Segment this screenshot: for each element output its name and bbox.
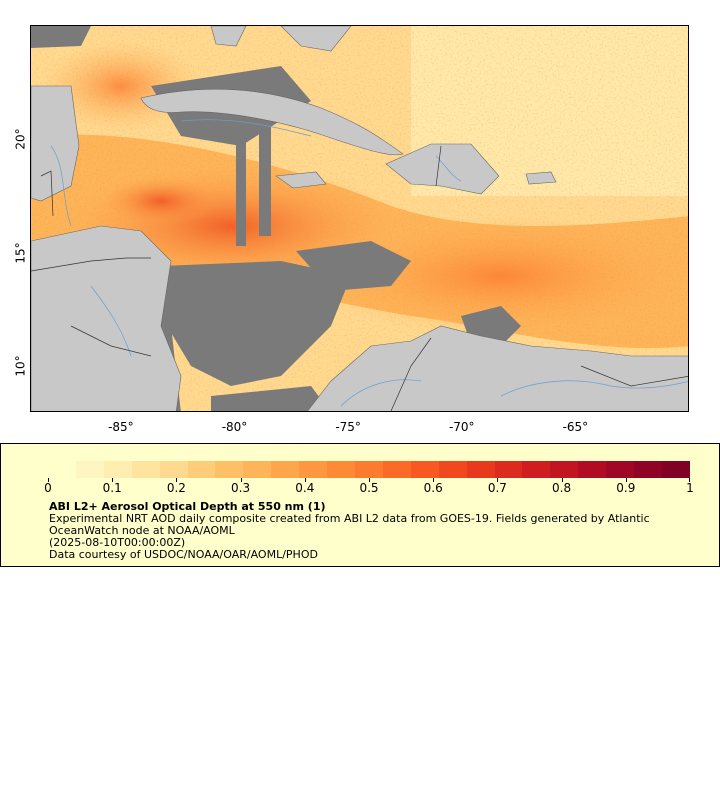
colorbar-swatch [48, 461, 76, 478]
colorbar-swatch [382, 461, 411, 478]
colorbar-swatch [550, 461, 579, 478]
colorbar-swatch [131, 461, 160, 478]
colorbar-tick [48, 478, 49, 482]
land-bahamas [280, 26, 352, 52]
borders [31, 145, 688, 411]
aod-map [31, 26, 688, 411]
colorbar-swatch [634, 461, 662, 478]
aod-field [31, 26, 688, 411]
y-tick-label: 10° [13, 355, 28, 378]
colorbar-tick-label: 0.9 [616, 481, 636, 495]
colorbar-swatch [410, 461, 439, 478]
colorbar [48, 461, 690, 478]
map-frame [30, 25, 689, 412]
colorbar-swatch [103, 461, 132, 478]
colorbar-tick-label: 0.3 [231, 481, 251, 495]
x-tick-label: -75° [335, 420, 361, 434]
x-tick-label: -85° [108, 420, 134, 434]
colorbar-tick [240, 478, 242, 482]
legend-box: ABI L2+ Aerosol Optical Depth at 550 nm … [0, 443, 720, 567]
colorbar-swatch [159, 461, 188, 478]
legend-description: Experimental NRT AOD daily composite cre… [49, 512, 650, 537]
colorbar-swatch [606, 461, 635, 478]
colorbar-swatch [187, 461, 216, 478]
colorbar-swatch [327, 461, 355, 478]
y-tick-label: 20° [13, 128, 28, 150]
land-puerto-rico [525, 171, 557, 185]
colorbar-swatch [522, 461, 551, 478]
colorbar-swatch [299, 461, 328, 478]
colorbar-swatch [578, 461, 607, 478]
colorbar-tick-label: 0.5 [359, 481, 379, 495]
colorbar-tick-label: 0.2 [166, 481, 186, 495]
colorbar-swatch [466, 461, 495, 478]
colorbar-tick [625, 478, 627, 482]
legend-date: (2025-08-10T00:00:00Z) [49, 536, 186, 549]
legend-title: ABI L2+ Aerosol Optical Depth at 550 nm … [49, 500, 326, 513]
colorbar-tick [689, 478, 690, 482]
colorbar-tick [497, 478, 499, 482]
colorbar-swatch [271, 461, 300, 478]
land-central-america [31, 225, 182, 411]
legend-text: ABI L2+ Aerosol Optical Depth at 550 nm … [49, 501, 689, 561]
colorbar-tick [433, 478, 435, 482]
land-south-america [307, 325, 688, 411]
colorbar-tick [369, 478, 370, 482]
land-cuba [140, 88, 404, 156]
land-yucatan [31, 85, 80, 202]
land-florida [210, 26, 247, 47]
colorbar-tick [561, 478, 563, 482]
colorbar-swatch [438, 461, 467, 478]
colorbar-ticks [48, 478, 690, 486]
colorbar-tick-label: 0.6 [423, 481, 443, 495]
colorbar-tick [304, 478, 306, 482]
colorbar-tick-label: 0.8 [552, 481, 572, 495]
legend-credit: Data courtesy of USDOC/NOAA/OAR/AOML/PHO… [49, 548, 318, 561]
colorbar-swatch [215, 461, 244, 478]
colorbar-tick-label: 0 [44, 481, 52, 495]
colorbar-swatch [243, 461, 272, 478]
land-jamaica [275, 171, 327, 189]
colorbar-tick-label: 0.1 [102, 481, 122, 495]
rivers [50, 119, 688, 407]
land [31, 26, 688, 411]
colorbar-tick-label: 0.4 [295, 481, 315, 495]
colorbar-swatch [354, 461, 383, 478]
colorbar-swatch [494, 461, 523, 478]
y-tick-label: 15° [13, 242, 28, 264]
land-hispaniola [385, 143, 500, 195]
colorbar-tick [112, 478, 114, 482]
x-tick-label: -80° [221, 420, 248, 434]
x-tick-label: -65° [562, 420, 589, 434]
colorbar-swatch [661, 461, 690, 478]
colorbar-tick-label: 1 [686, 481, 694, 495]
colorbar-tick [176, 478, 178, 482]
colorbar-swatch [75, 461, 104, 478]
colorbar-tick-label: 0.7 [487, 481, 507, 495]
x-tick-label: -70° [448, 420, 475, 434]
